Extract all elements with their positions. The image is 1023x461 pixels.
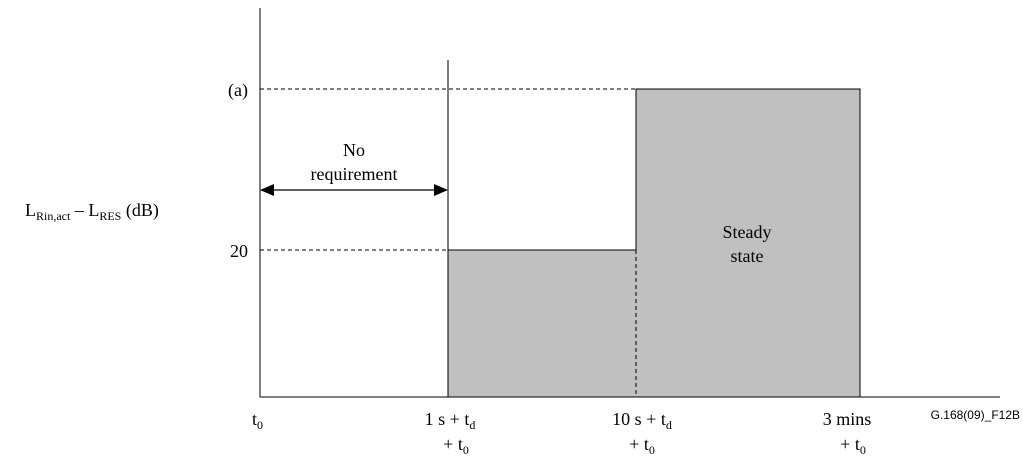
x-tick-10s-line1: 10 s + td	[612, 409, 672, 432]
x-tick-1s-line2: + t0	[443, 434, 469, 457]
no-requirement-line1: No	[343, 140, 365, 160]
steady-state-line1: Steady	[723, 222, 772, 242]
arrowhead-left	[260, 184, 274, 196]
y-tick-20: 20	[230, 241, 248, 261]
no-requirement-line2: requirement	[311, 164, 398, 184]
arrowhead-right	[434, 184, 448, 196]
x-tick-3mins-line2: + t0	[840, 434, 866, 457]
x-tick-1s-line1: 1 s + td	[425, 409, 476, 432]
figure-id: G.168(09)_F12B	[931, 408, 1020, 422]
y-axis-label: LRin,act – LRES (dB)	[25, 200, 159, 223]
x-tick-10s-line2: + t0	[629, 434, 655, 457]
region-20db	[448, 250, 636, 397]
steady-state-line2: state	[731, 246, 764, 266]
region-steady-state	[636, 89, 860, 397]
y-tick-a: (a)	[228, 80, 248, 101]
x-tick-t0: t0	[252, 409, 263, 432]
x-tick-3mins-line1: 3 mins	[823, 409, 872, 429]
